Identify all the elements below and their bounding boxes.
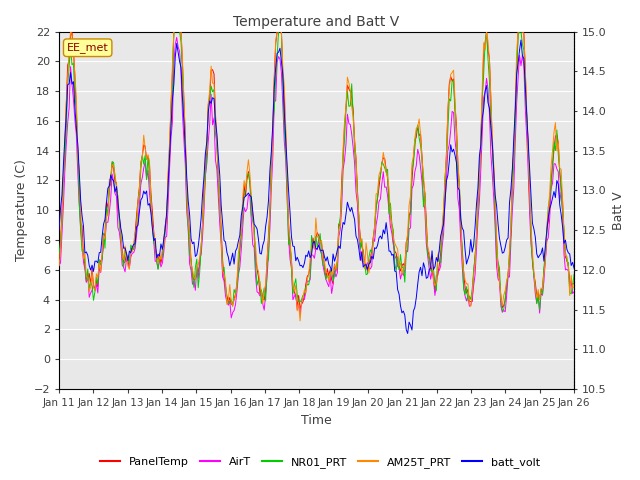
Text: EE_met: EE_met bbox=[67, 42, 109, 53]
Y-axis label: Batt V: Batt V bbox=[612, 191, 625, 229]
Y-axis label: Temperature (C): Temperature (C) bbox=[15, 159, 28, 261]
Title: Temperature and Batt V: Temperature and Batt V bbox=[234, 15, 400, 29]
X-axis label: Time: Time bbox=[301, 414, 332, 427]
Legend: PanelTemp, AirT, NR01_PRT, AM25T_PRT, batt_volt: PanelTemp, AirT, NR01_PRT, AM25T_PRT, ba… bbox=[95, 452, 545, 472]
